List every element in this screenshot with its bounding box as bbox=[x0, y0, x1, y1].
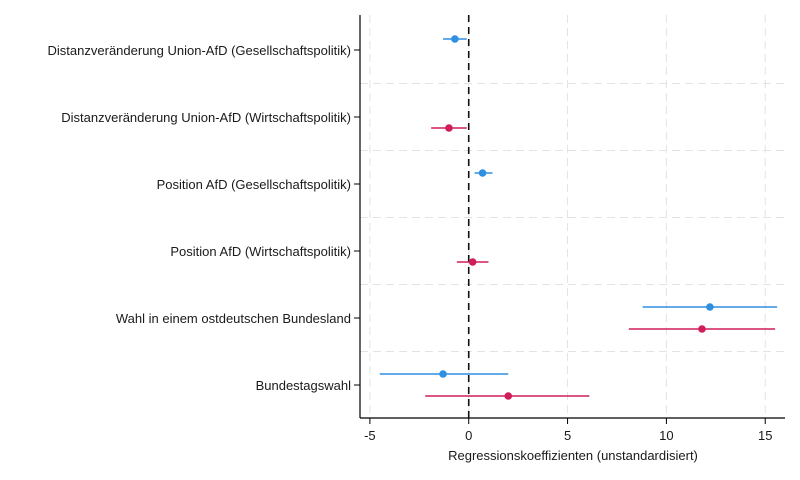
category-label: Distanzveränderung Union-AfD (Wirtschaft… bbox=[61, 110, 351, 125]
x-tick-label: 0 bbox=[465, 428, 472, 443]
point-estimate bbox=[468, 258, 477, 266]
point-estimate bbox=[478, 169, 487, 177]
labels: -5 0 5 10 15 Distanzveränderung Union-AfD (Ge… bbox=[48, 43, 773, 443]
x-axis-title: Regressionskoeffizienten (unstandardisie… bbox=[448, 448, 698, 463]
x-tick-label: -5 bbox=[364, 428, 376, 443]
point-estimate bbox=[698, 325, 706, 333]
point-estimate bbox=[439, 370, 447, 378]
category-label: Bundestagswahl bbox=[256, 378, 352, 393]
point-estimate bbox=[504, 392, 513, 400]
grid-lines bbox=[360, 15, 785, 418]
point-estimate bbox=[451, 35, 459, 43]
point-estimate bbox=[706, 303, 714, 311]
axes bbox=[354, 15, 785, 424]
x-tick-label: 5 bbox=[564, 428, 571, 443]
plot-marks bbox=[379, 35, 778, 400]
category-label: Position AfD (Gesellschaftspolitik) bbox=[157, 177, 351, 192]
x-tick-label: 15 bbox=[758, 428, 772, 443]
category-label: Position AfD (Wirtschaftspolitik) bbox=[170, 244, 351, 259]
category-label: Distanzveränderung Union-AfD (Gesellscha… bbox=[48, 43, 351, 58]
x-tick-label: 10 bbox=[659, 428, 673, 443]
point-estimate bbox=[445, 124, 453, 132]
category-label: Wahl in einem ostdeutschen Bundesland bbox=[116, 311, 351, 326]
